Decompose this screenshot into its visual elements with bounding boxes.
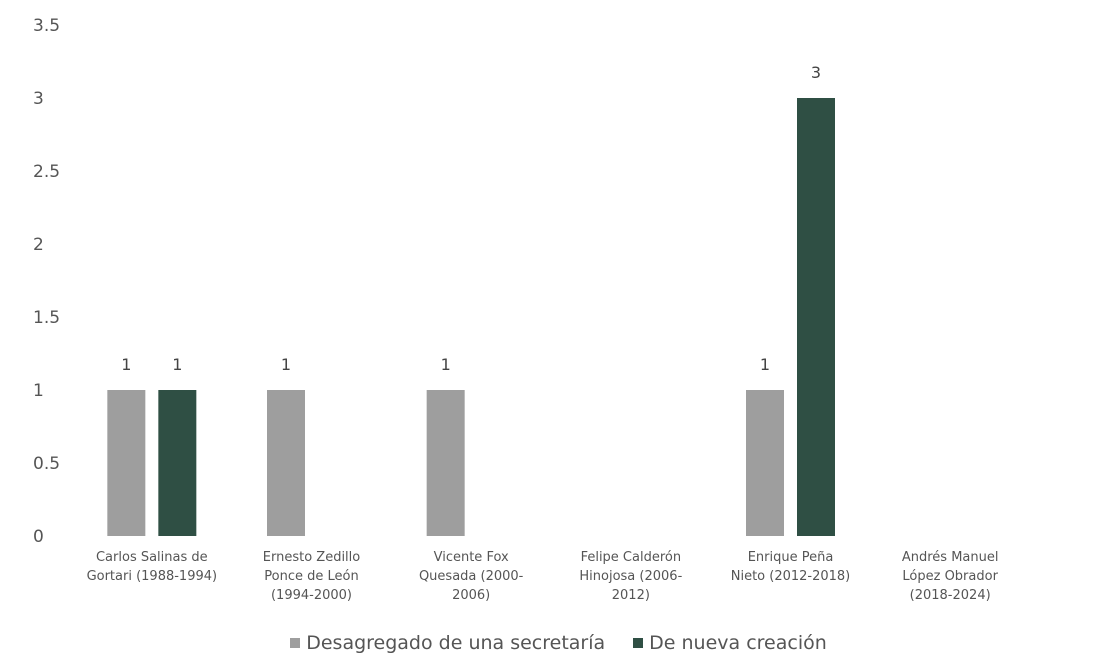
x-category-label-line: Carlos Salinas de (96, 550, 208, 565)
x-category-label: Felipe Calderón Hinojosa (2006- 2012) (579, 550, 682, 603)
bar-series-1 (107, 390, 146, 536)
y-tick-label: 0.5 (33, 454, 60, 474)
data-label: 1 (172, 355, 182, 374)
legend-label-series-1: Desagregado de una secretaría (306, 632, 606, 654)
x-category-label-line: 2012) (612, 588, 650, 603)
bar-series-2 (158, 390, 197, 536)
bar-series-1 (746, 390, 784, 536)
x-category-label-line: Enrique Peña (748, 550, 834, 565)
y-tick-label: 0 (33, 527, 44, 547)
x-category-label-line: (2018-2024) (910, 588, 991, 603)
legend: Desagregado de una secretaría De nueva c… (0, 632, 1117, 654)
y-tick-label: 1 (33, 381, 44, 401)
bar-series-2 (797, 98, 835, 536)
x-category-label-line: Andrés Manuel (902, 550, 999, 565)
y-tick-label: 2 (33, 235, 44, 255)
x-category-label: Vicente Fox Quesada (2000- 2006) (419, 550, 524, 603)
x-category-label: Andrés Manuel López Obrador (2018-2024) (902, 550, 999, 603)
data-label: 1 (281, 355, 291, 374)
x-category-label-line: Nieto (2012-2018) (731, 569, 851, 584)
legend-swatch-series-2 (633, 638, 644, 648)
x-category-label: Ernesto Zedillo Ponce de León (1994-2000) (263, 550, 361, 603)
y-tick-label: 1.5 (33, 308, 60, 328)
data-label: 3 (811, 63, 821, 82)
x-category-label: Enrique Peña Nieto (2012-2018) (731, 550, 851, 584)
data-label: 1 (121, 355, 131, 374)
x-category-label-line: López Obrador (902, 569, 998, 584)
y-axis: 0 0.5 1 1.5 2 2.5 3 3.5 (33, 16, 60, 547)
bar-series-1 (267, 390, 305, 536)
x-category-label: Carlos Salinas de Gortari (1988-1994) (87, 550, 218, 584)
data-labels: 1 1 1 1 1 3 (121, 63, 821, 374)
legend-swatch-series-1 (290, 638, 301, 648)
legend-item-series-1: Desagregado de una secretaría (290, 632, 605, 654)
y-tick-label: 3.5 (33, 16, 60, 36)
bars (107, 98, 835, 536)
x-category-label-line: Gortari (1988-1994) (87, 569, 218, 584)
x-category-label-line: Quesada (2000- (419, 569, 524, 584)
x-category-label-line: Ponce de León (264, 569, 358, 584)
x-category-label-line: Hinojosa (2006- (579, 569, 682, 584)
legend-label-series-2: De nueva creación (649, 632, 827, 654)
x-category-label-line: 2006) (452, 588, 490, 603)
legend-item-series-2: De nueva creación (633, 632, 827, 654)
y-tick-label: 3 (33, 89, 44, 109)
y-tick-label: 2.5 (33, 162, 60, 182)
bar-series-1 (426, 390, 465, 536)
data-label: 1 (760, 355, 770, 374)
x-axis: Carlos Salinas de Gortari (1988-1994) Erne… (87, 550, 999, 603)
x-category-label-line: (1994-2000) (271, 588, 352, 603)
x-category-label-line: Vicente Fox (434, 550, 509, 565)
x-category-label-line: Felipe Calderón (581, 550, 682, 565)
data-label: 1 (441, 355, 451, 374)
x-category-label-line: Ernesto Zedillo (263, 550, 361, 565)
